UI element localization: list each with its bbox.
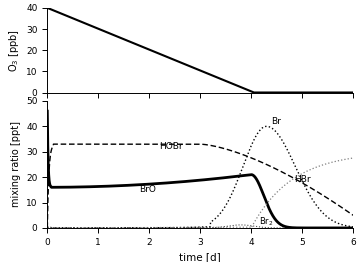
Y-axis label: O$_3$ [ppb]: O$_3$ [ppb] (7, 29, 20, 72)
Text: Br: Br (272, 117, 281, 126)
Y-axis label: mixing ratio [ppt]: mixing ratio [ppt] (11, 122, 20, 208)
Text: Br$_2$: Br$_2$ (259, 215, 273, 228)
X-axis label: time [d]: time [d] (179, 252, 221, 262)
Text: BrO: BrO (139, 185, 156, 194)
Text: HBr: HBr (294, 175, 311, 184)
Text: HOBr: HOBr (159, 142, 183, 151)
